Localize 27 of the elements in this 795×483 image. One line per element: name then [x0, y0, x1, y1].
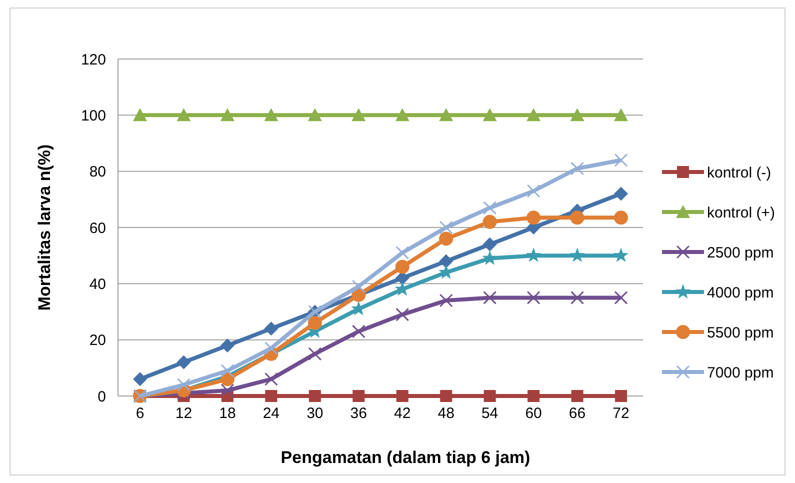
x-tick-label: 36	[350, 405, 367, 422]
x-tick-label: 42	[394, 405, 411, 422]
x-tick-label: 48	[438, 405, 454, 422]
x-tick-label: 72	[612, 405, 630, 422]
x-tick-label: 54	[481, 405, 498, 422]
x-axis-title: Pengamatan (dalam tiap 6 jam)	[280, 448, 530, 467]
legend-label: kontrol (+)	[707, 204, 775, 222]
y-tick-label: 80	[89, 164, 106, 181]
legend-label: 4000 ppm	[707, 284, 774, 302]
y-tick-label: 20	[89, 332, 106, 350]
y-tick-label: 120	[80, 51, 106, 68]
x-tick-label: 12	[175, 405, 192, 422]
x-tick-label: 66	[568, 405, 586, 422]
y-tick-label: 0	[98, 388, 106, 406]
legend-label: 7000 ppm	[707, 364, 774, 382]
legend-label: kontrol (-)	[707, 164, 772, 182]
x-tick-label: 60	[525, 405, 542, 422]
y-tick-label: 60	[89, 220, 106, 237]
y-axis-title: Mortalitas larva n(%)	[35, 144, 54, 311]
x-tick-label: 18	[219, 405, 236, 422]
x-tick-label: 30	[306, 405, 324, 422]
x-tick-label: 6	[136, 405, 144, 422]
y-tick-label: 40	[89, 276, 106, 293]
y-tick-label: 100	[80, 107, 106, 124]
legend-label: 2500 ppm	[707, 244, 774, 262]
legend-label: 5500 ppm	[707, 324, 774, 342]
x-tick-label: 24	[262, 405, 280, 422]
